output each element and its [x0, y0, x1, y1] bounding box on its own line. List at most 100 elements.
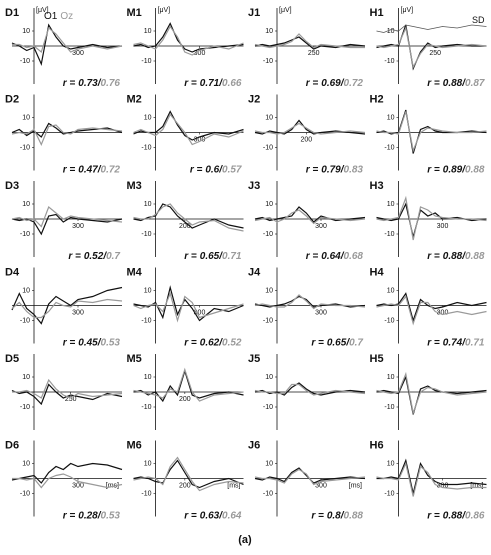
line-series: [11, 383, 123, 406]
r-separator: /: [102, 251, 107, 262]
r-separator: /: [461, 251, 466, 262]
r-prefix: r =: [427, 337, 440, 348]
r-oz: 0.87: [465, 78, 485, 89]
panel-label: D2: [5, 93, 19, 105]
panel-label: J5: [248, 353, 260, 365]
r-separator: /: [218, 164, 223, 175]
r-separator: /: [218, 510, 223, 521]
line-series: [11, 298, 123, 319]
correlation: r = 0.71/0.66: [184, 78, 242, 89]
panel: M6 10 -10 200 [ms] r = 0.63/0.64: [127, 439, 244, 521]
correlation: r = 0.69/0.72: [306, 78, 364, 89]
y-tick-label: -10: [384, 490, 394, 497]
panel-label: J2: [248, 93, 260, 105]
y-tick-label: 10: [265, 28, 273, 35]
correlation: r = 0.79/0.83: [306, 164, 364, 175]
panel: M4 10 -10 300 r = 0.62/0.52: [127, 266, 244, 348]
y-tick-label: -10: [20, 317, 30, 324]
x-tick-label: 300: [72, 482, 84, 489]
r-o1: 0.73: [78, 78, 98, 89]
y-tick-label: 10: [144, 201, 152, 208]
r-o1: 0.65: [200, 251, 220, 262]
line-series: [254, 122, 366, 135]
y-unit: [μV]: [401, 7, 414, 14]
panel-label: M1: [127, 7, 142, 19]
y-tick-label: -10: [384, 404, 394, 411]
panel: J5 10 -10: [248, 353, 366, 430]
r-o1: 0.47: [78, 164, 98, 175]
panel-label: H4: [370, 266, 385, 278]
caption: (a): [238, 534, 252, 546]
correlation: r = 0.89/0.88: [427, 164, 485, 175]
x-tick-label: 250: [65, 396, 77, 403]
correlation: r = 0.65/0.71: [184, 251, 242, 262]
r-oz: 0.7: [106, 251, 120, 262]
y-tick-label: 10: [144, 28, 152, 35]
panel: H2 10 -10 r = 0.89/0.88: [370, 93, 487, 175]
r-oz: 0.52: [222, 337, 242, 348]
panel-label: D6: [5, 439, 19, 451]
line-series: [254, 382, 366, 396]
y-tick-label: -10: [141, 404, 151, 411]
line-series: [254, 295, 366, 308]
y-tick-label: 10: [387, 114, 395, 121]
x-tick-label: 300: [194, 309, 206, 316]
panel: J3 10 -10 300 r = 0.64/0.68: [248, 180, 366, 262]
x-unit: [ms]: [349, 482, 362, 489]
r-o1: 0.45: [78, 337, 98, 348]
y-tick-label: 10: [144, 374, 152, 381]
line-series: [133, 203, 244, 232]
r-oz: 0.68: [344, 251, 364, 262]
r-o1: 0.28: [78, 510, 98, 521]
r-separator: /: [461, 510, 466, 521]
line-series: [11, 23, 123, 67]
r-separator: /: [340, 510, 345, 521]
panel-label: M2: [127, 93, 142, 105]
line-series: [254, 119, 366, 135]
correlation: r = 0.88/0.86: [427, 510, 485, 521]
x-tick-label: 250: [308, 50, 320, 57]
panel: J4 10 -10 300 r = 0.65/0.7: [248, 266, 366, 348]
y-tick-label: -10: [263, 317, 273, 324]
r-separator: /: [218, 251, 223, 262]
y-tick-label: -10: [20, 231, 30, 238]
panel-label: H2: [370, 93, 384, 105]
panel-label: H6: [370, 439, 384, 451]
line-series: [254, 36, 366, 50]
y-tick-label: -10: [263, 144, 273, 151]
line-series: [133, 291, 244, 323]
line-series: [254, 294, 366, 310]
r-oz: 0.53: [101, 510, 121, 521]
r-separator: /: [461, 337, 466, 348]
line-series: [133, 368, 244, 403]
r-oz: 0.64: [222, 510, 242, 521]
panel: D5 10 -10 250: [5, 353, 123, 430]
line-series: [12, 26, 123, 54]
legend: O1 Oz: [44, 11, 73, 22]
line-series: [11, 213, 123, 236]
x-tick-label: 300: [437, 223, 449, 230]
y-tick-label: 10: [22, 460, 30, 467]
line-series: [376, 371, 487, 416]
r-prefix: r =: [306, 78, 319, 89]
panel-label: D3: [5, 180, 19, 192]
panel: H1 10 -10 250 [μV] SD r = 0.88/0.87: [370, 7, 487, 89]
line-series: [12, 378, 123, 399]
legend-entry: Oz: [60, 11, 73, 22]
x-tick-label: 200: [179, 396, 191, 403]
r-separator: /: [97, 78, 102, 89]
panel: D6 10 -10 300 [ms] r = 0.28/0.53: [5, 439, 123, 521]
r-separator: /: [218, 337, 223, 348]
r-prefix: r =: [427, 78, 440, 89]
r-oz: 0.88: [465, 251, 485, 262]
r-separator: /: [97, 337, 102, 348]
panel: J2 10 -10 200 r = 0.79/0.83: [248, 93, 366, 175]
r-oz: 0.86: [465, 510, 485, 521]
panel: D2 10 -10 r = 0.47/0.72: [5, 93, 123, 175]
x-tick-label: 200: [300, 136, 312, 143]
y-tick-label: -10: [141, 490, 151, 497]
x-tick-label: 200: [179, 482, 191, 489]
panel-label: H1: [370, 7, 384, 19]
y-tick-label: 10: [22, 287, 30, 294]
